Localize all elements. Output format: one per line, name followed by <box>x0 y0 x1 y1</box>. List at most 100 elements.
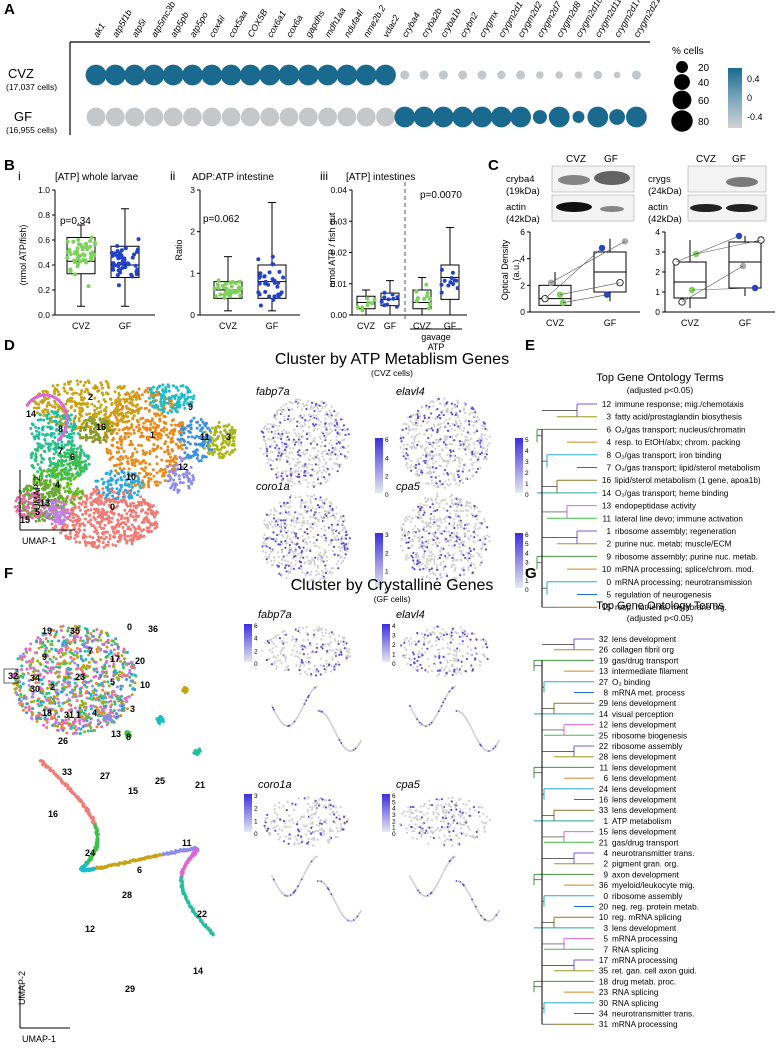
umap-point <box>187 429 191 433</box>
d-feature-point <box>283 418 286 421</box>
d-feature-point <box>294 432 297 435</box>
umap-point <box>136 411 140 415</box>
c-blot1-kda2: (42kDa) <box>506 214 540 225</box>
d-feature-point <box>300 424 303 427</box>
umap-point <box>173 395 177 399</box>
d-feature-point <box>303 414 306 417</box>
d-feature-point <box>347 542 350 545</box>
d-feature-point <box>321 440 324 444</box>
dot-gf <box>221 107 241 127</box>
umap-point <box>166 465 170 469</box>
d-feature-point <box>431 455 434 458</box>
data-point <box>439 267 444 272</box>
umap-point <box>58 420 62 424</box>
umap-point <box>120 478 124 482</box>
umap-point <box>91 499 95 503</box>
umap-point <box>88 535 92 539</box>
d-feature-point <box>335 438 338 442</box>
d-feature-point <box>427 453 430 457</box>
umap-point <box>59 504 63 508</box>
d-feature-point <box>419 416 422 419</box>
umap-point <box>173 423 177 427</box>
umap-point <box>154 403 158 407</box>
umap-point <box>166 474 170 478</box>
umap-point <box>186 424 190 428</box>
umap-point <box>44 397 48 401</box>
d-feature-point <box>320 431 323 434</box>
d-feature-point <box>299 506 303 509</box>
d-feature-point <box>307 413 311 417</box>
umap-point <box>144 461 148 465</box>
y-tick-label: 2 <box>190 227 195 237</box>
d-feature-point <box>280 549 284 552</box>
umap-point <box>115 424 119 428</box>
d-feature-point <box>284 470 287 473</box>
umap-point <box>134 514 138 518</box>
umap-point <box>74 464 78 468</box>
d-feature-point <box>265 558 268 561</box>
umap-point <box>77 505 81 509</box>
d-feature-point <box>463 440 467 443</box>
d-feature-point <box>430 427 433 430</box>
d-feature-point <box>344 534 347 537</box>
d-feature-point <box>442 473 445 476</box>
umap-point <box>88 412 92 416</box>
d-feature-point <box>324 452 328 456</box>
d-feature-point <box>479 453 482 456</box>
dot-cvz <box>220 64 242 86</box>
umap-point <box>123 516 127 520</box>
umap-point <box>129 534 133 538</box>
umap-cluster-label: 0 <box>110 502 115 512</box>
umap-point <box>147 396 151 400</box>
umap-point <box>129 432 133 436</box>
umap-point <box>52 456 56 460</box>
umap-point <box>49 442 53 446</box>
umap-point <box>148 426 152 430</box>
d-feature-point <box>278 543 282 546</box>
umap-point <box>172 456 176 460</box>
d-feature-point <box>486 444 489 447</box>
d-feature-point <box>449 454 452 457</box>
d-feature-point <box>443 397 446 400</box>
umap-point <box>156 432 160 436</box>
panel-label-b: B <box>4 157 15 174</box>
umap-point <box>119 483 123 487</box>
d-feature-point <box>436 485 439 489</box>
umap-point <box>93 489 97 493</box>
d-feature-point <box>275 466 279 470</box>
dot-gf <box>183 107 202 127</box>
umap-point <box>38 413 42 417</box>
d-feature-point <box>428 457 431 460</box>
umap-point <box>84 438 88 442</box>
umap-point <box>121 495 125 499</box>
d-feature-point <box>298 475 301 479</box>
c-plot2-x-category: CVZ <box>681 318 700 328</box>
umap-point <box>82 468 86 472</box>
umap-point <box>63 476 67 480</box>
d-feature-point <box>340 535 344 538</box>
d-feature-point <box>405 462 408 465</box>
d-feature-point <box>415 433 418 437</box>
d-feature-point <box>340 561 343 564</box>
dot-cvz <box>631 70 641 80</box>
umap-point <box>142 498 146 502</box>
umap-point <box>68 465 72 469</box>
umap-point <box>20 509 24 513</box>
umap-point <box>82 421 86 425</box>
d-feature-point <box>333 410 336 413</box>
d-feature-point <box>312 494 316 497</box>
c-plot1-y-tick-label: 0 <box>520 307 525 317</box>
umap-point <box>104 412 108 416</box>
d-feature-point <box>297 466 300 470</box>
umap-point <box>59 519 63 523</box>
umap-point <box>70 396 74 400</box>
y-tick-label: 1 <box>190 268 195 278</box>
d-feature-point <box>472 555 475 558</box>
umap-point <box>47 448 51 452</box>
d-feature-point <box>460 478 463 481</box>
umap-point <box>65 434 69 438</box>
umap-point <box>116 497 120 501</box>
umap-point <box>215 437 219 441</box>
d-feature-point <box>305 555 309 559</box>
umap-point <box>124 454 128 458</box>
